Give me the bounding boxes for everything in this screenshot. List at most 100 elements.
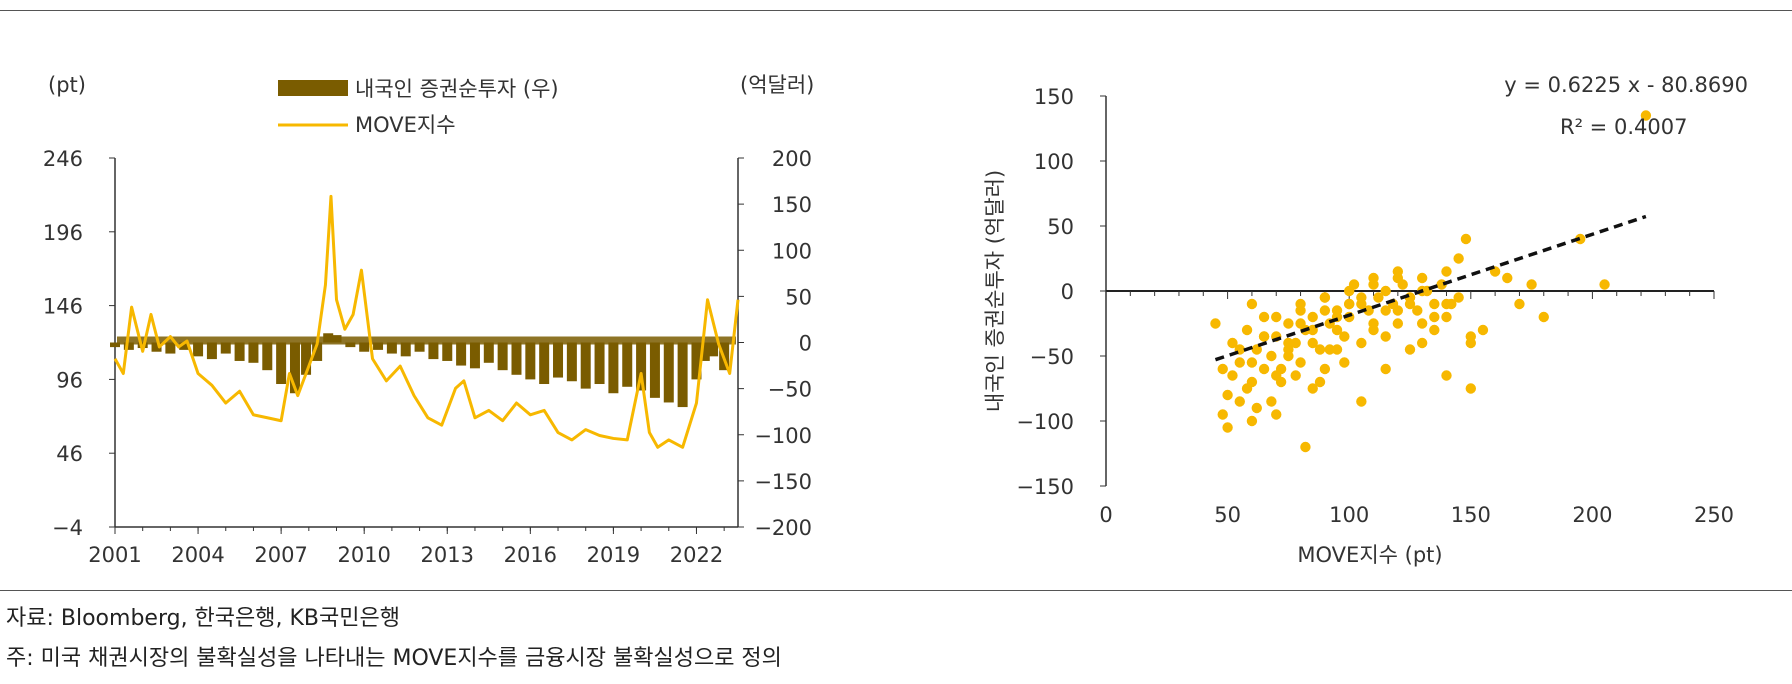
scatter-point: [1319, 305, 1331, 316]
scatter-x-title: MOVE지수 (pt): [1297, 543, 1442, 567]
bar: [622, 342, 633, 387]
scatter-point: [1514, 298, 1525, 310]
x-tick-label: 2001: [88, 543, 141, 567]
scatter-point: [1477, 324, 1489, 336]
scatter-point: [1258, 363, 1270, 375]
bar: [414, 342, 425, 352]
scatter-point: [1429, 311, 1440, 323]
scatter-point: [1392, 272, 1404, 284]
scatter-point: [1441, 311, 1452, 323]
x-tick-label: 2022: [670, 543, 723, 567]
right-tick-label: 200: [772, 147, 812, 171]
move-line: [113, 194, 740, 449]
scatter-x-tick-label: 200: [1572, 503, 1612, 527]
bar: [234, 342, 245, 361]
scatter-point: [1502, 272, 1513, 284]
scatter-point: [1241, 383, 1253, 394]
bar: [206, 342, 217, 360]
scatter-y-tick-label: 100: [1034, 150, 1074, 174]
scatter-point: [1392, 318, 1404, 329]
scatter-point: [1404, 344, 1416, 355]
scatter-point: [1307, 311, 1318, 323]
scatter-point: [1258, 311, 1270, 323]
bar: [276, 342, 287, 385]
scatter-point: [1266, 350, 1277, 362]
bar: [497, 342, 508, 371]
bar: [248, 342, 259, 363]
right-tick-label: −50: [768, 378, 812, 402]
scatter-point: [1295, 305, 1306, 316]
scatter-point: [1441, 266, 1452, 277]
scatter-point: [1234, 357, 1245, 368]
bar: [511, 342, 522, 375]
scatter-y-tick-label: 150: [1034, 85, 1074, 109]
bar: [636, 342, 647, 391]
bar: [525, 342, 536, 380]
scatter-x-tick-label: 150: [1451, 503, 1491, 527]
scatter-point: [1429, 324, 1440, 336]
scatter-point: [1300, 441, 1311, 453]
scatter-point: [1258, 331, 1270, 342]
bar: [456, 342, 467, 366]
scatter-point: [1356, 337, 1367, 349]
scatter-point: [1416, 318, 1428, 329]
scatter-point: [1314, 344, 1326, 355]
x-tick-label: 2007: [254, 543, 307, 567]
scatter-x-tick-label: 250: [1694, 503, 1734, 527]
scatter-point: [1271, 409, 1282, 420]
scatter-x-tick-label: 50: [1214, 503, 1241, 527]
scatter-point: [1356, 396, 1367, 407]
bar: [608, 342, 619, 394]
bar: [442, 342, 453, 361]
left-tick-label: −4: [52, 516, 83, 540]
scatter-point: [1356, 298, 1367, 310]
scatter-point: [1416, 272, 1428, 284]
bar: [708, 342, 719, 357]
scatter-point: [1441, 370, 1452, 381]
top-rule: [0, 10, 1792, 11]
bar: [553, 342, 564, 378]
bar: [580, 342, 591, 389]
scatter-point: [1251, 402, 1262, 414]
scatter-y-tick-label: −50: [1030, 345, 1074, 369]
right-tick-label: −150: [754, 470, 812, 494]
left-chart: 246 196 146 96 46 −4 200 150 100 50 0 −50 −100 −150 −2…: [43, 73, 814, 567]
r-squared-label: R² = 0.4007: [1560, 115, 1687, 139]
scatter-point: [1324, 344, 1335, 355]
scatter-point: [1319, 292, 1331, 303]
scatter-point: [1295, 318, 1306, 329]
scatter-point: [1380, 285, 1391, 297]
legend-bar-swatch: [278, 80, 348, 96]
scatter-point: [1210, 318, 1221, 329]
source-note: 자료: Bloomberg, 한국은행, KB국민은행: [6, 606, 400, 631]
bar: [220, 342, 231, 354]
scatter-x-tick-label: 100: [1329, 503, 1369, 527]
bar: [428, 342, 439, 360]
x-tick-label: 2013: [421, 543, 474, 567]
scatter-point: [1271, 370, 1282, 381]
bottom-rule: [0, 590, 1792, 591]
scatter-point: [1217, 363, 1228, 375]
right-tick-label: −100: [754, 424, 812, 448]
scatter-point: [1295, 357, 1306, 368]
x-tick-label: 2010: [337, 543, 390, 567]
scatter-point: [1392, 305, 1404, 316]
scatter-y-tick-label: −150: [1016, 475, 1074, 499]
bar: [400, 342, 411, 357]
bar: [373, 342, 384, 350]
left-tick-label: 46: [56, 442, 83, 466]
scatter-y-title: 내국인 증권순투자 (억달러): [983, 170, 1007, 412]
scatter-point: [1465, 331, 1477, 342]
bar: [539, 342, 550, 385]
scatter-point: [1363, 305, 1374, 316]
scatter-point: [1307, 337, 1318, 349]
bar: [566, 342, 577, 382]
right-tick-label: −200: [754, 516, 812, 540]
scatter-point: [1380, 331, 1391, 342]
bar: [359, 342, 370, 352]
left-tick-label: 146: [43, 295, 83, 319]
scatter-point: [1222, 422, 1233, 433]
bar: [262, 342, 273, 371]
left-tick-label: 96: [56, 368, 83, 392]
scatter-x-tick-label: 0: [1099, 503, 1112, 527]
